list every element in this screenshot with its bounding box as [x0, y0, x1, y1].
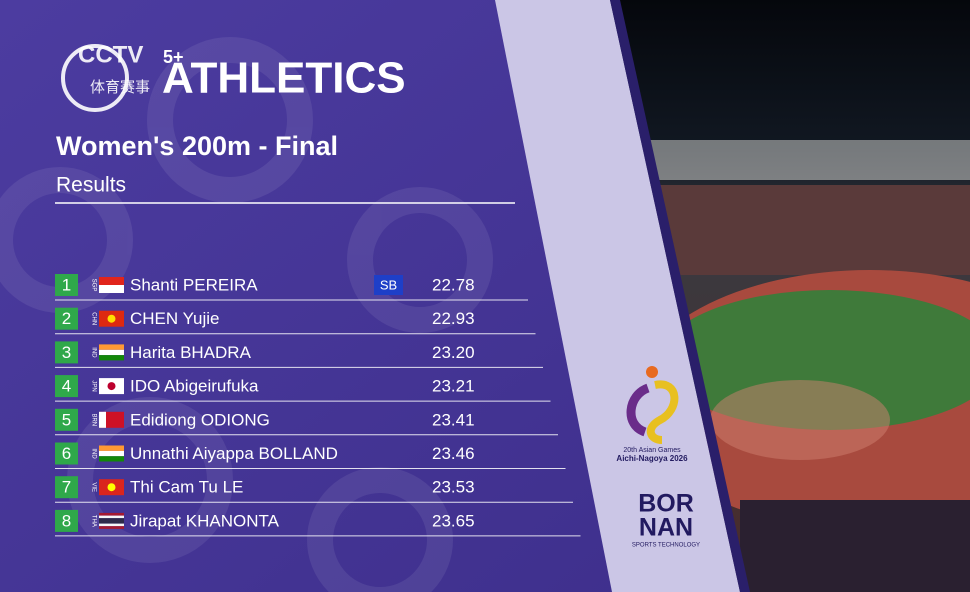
country-code: CHN: [90, 312, 96, 325]
rank: 1: [62, 275, 71, 294]
flag-stripe: [99, 456, 124, 462]
flag-stripe: [99, 344, 124, 350]
light-band: [495, 0, 740, 592]
rank-box: [55, 476, 78, 499]
time: 23.65: [432, 511, 475, 530]
time: 22.93: [432, 309, 475, 328]
rank-box: [55, 408, 78, 431]
rank: 5: [62, 410, 71, 429]
country-code: JPN: [90, 380, 96, 391]
time: 23.41: [432, 410, 475, 429]
stand-lights: [640, 140, 970, 180]
flag-stripe: [99, 515, 124, 519]
event-title: Women's 200m - Final: [56, 131, 338, 161]
athlete-name: Thi Cam Tu LE: [130, 478, 243, 497]
badge-box: [374, 275, 403, 295]
badge: SB: [380, 277, 397, 292]
rank-box: [55, 274, 78, 296]
time: 23.20: [432, 343, 475, 362]
flag-stripe: [99, 411, 106, 428]
flag-emblem: [107, 314, 116, 323]
flag-emblem: [107, 382, 116, 391]
brand-tag: SPORTS TECHNOLOGY: [632, 543, 700, 549]
athlete-name: Shanti PEREIRA: [130, 275, 258, 294]
flag-stripe: [99, 518, 124, 524]
rank-box: [55, 307, 78, 330]
athlete-name: CHEN Yujie: [130, 309, 219, 328]
rank: 4: [62, 377, 71, 396]
country-code: BRN: [90, 413, 96, 426]
flag-stripe: [99, 445, 124, 451]
rank: 2: [62, 309, 71, 328]
flag-stripe: [99, 285, 124, 293]
results-table: 1 SGP Shanti PEREIRA SB 22.78 2 CHN CHEN Yujie 2…: [55, 274, 581, 537]
country-code: VIE: [90, 482, 96, 492]
stands: [640, 185, 970, 275]
sport: ATHLETICS: [162, 54, 406, 103]
time: 23.53: [432, 478, 475, 497]
logo-sub: 体育赛事: [90, 79, 150, 96]
flag-stripe: [99, 277, 124, 285]
panel-pattern: [0, 37, 493, 592]
country-code: IND: [90, 448, 96, 459]
crowd: [740, 500, 970, 592]
brand-bottom: NAN: [639, 514, 693, 542]
rank: 3: [62, 343, 71, 362]
athlete-name: IDO Abigeirufuka: [130, 377, 259, 396]
brand-top: BOR: [638, 490, 694, 518]
flag-stripe: [99, 523, 124, 527]
games-host: Aichi-Nagoya 2026: [616, 454, 688, 463]
country-code: SGP: [90, 279, 96, 292]
asian-games-logo: [626, 366, 679, 444]
athlete-name: Edidiong ODIONG: [130, 410, 270, 429]
country-code: IND: [90, 347, 96, 358]
flag-stripe: [99, 349, 124, 356]
logo-channel: CCTV: [78, 41, 143, 68]
rank: 7: [62, 478, 71, 497]
athlete-name: Harita BHADRA: [130, 343, 252, 362]
athlete-name: Unnathi Aiyappa BOLLAND: [130, 444, 338, 463]
subtitle: Results: [56, 174, 126, 197]
rank: 6: [62, 444, 71, 463]
rank-box: [55, 341, 78, 364]
rank-box: [55, 375, 78, 398]
flag-stripe: [99, 355, 124, 361]
flag-emblem: [107, 483, 116, 492]
games-name: 20th Asian Games: [623, 447, 681, 454]
rank: 8: [62, 511, 71, 530]
rank-box: [55, 509, 78, 532]
flag-stripe: [99, 526, 124, 529]
logo-ring: [61, 44, 129, 112]
country-code: THA: [90, 515, 96, 527]
flag-stripe: [99, 512, 124, 516]
track-glare: [710, 380, 890, 460]
time: 23.21: [432, 377, 475, 396]
time: 23.46: [432, 444, 475, 463]
logo-plus: 5+: [163, 47, 184, 67]
time: 22.78: [432, 275, 475, 294]
rank-box: [55, 442, 78, 465]
edge-stripe: [610, 0, 750, 592]
athlete-name: Jirapat KHANONTA: [130, 511, 280, 530]
flag-stripe: [99, 450, 124, 457]
